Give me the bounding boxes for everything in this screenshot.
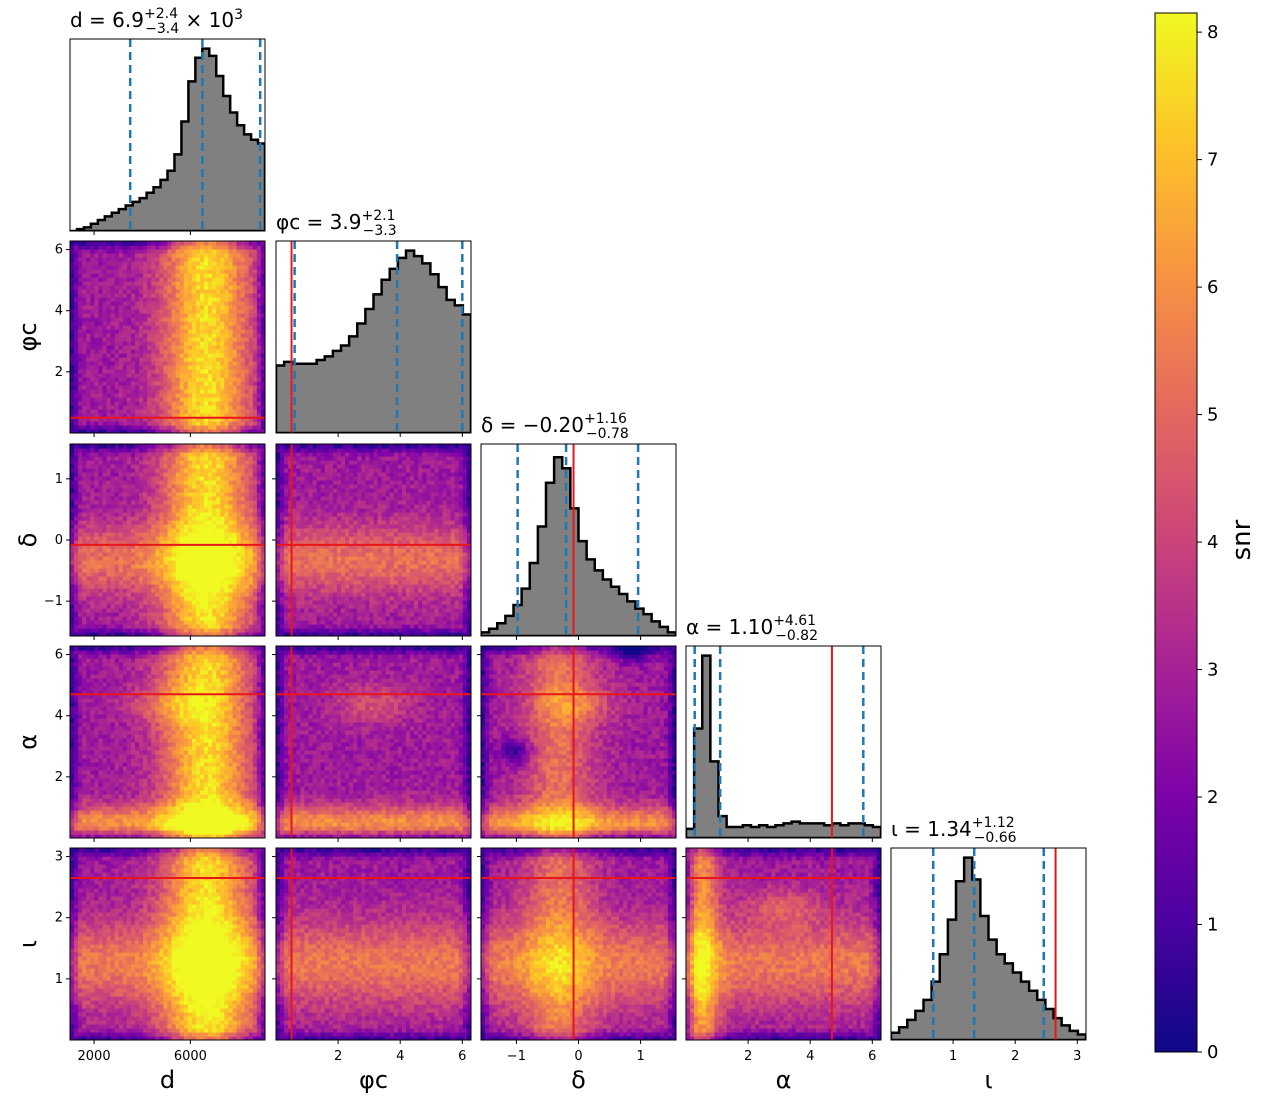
colorbar-tick-label: 1 bbox=[1207, 915, 1218, 936]
colorbar-tick-label: 4 bbox=[1207, 532, 1218, 553]
colorbar-tick-label: 8 bbox=[1207, 22, 1218, 43]
axes-frame bbox=[685, 847, 882, 1041]
scatter-phi-vs-iota bbox=[276, 848, 471, 1040]
panel-phi-vs-iota: 2 4 6 bbox=[272, 847, 472, 1064]
axes-frame bbox=[275, 645, 472, 839]
panel-phi-vs-alpha bbox=[272, 645, 472, 842]
scatter-d-vs-iota bbox=[70, 848, 265, 1040]
panel-alpha: α = 1.10+4.61 −0.82 bbox=[685, 613, 882, 842]
axes-frame bbox=[69, 847, 266, 1041]
ytick-label-delta: 0 bbox=[55, 533, 63, 548]
panel-d: d = 6.9+2.4 −3.4 × 103 bbox=[69, 6, 266, 235]
colorbar-tick-label: 0 bbox=[1207, 1042, 1218, 1063]
title-alpha: α = 1.10+4.61 −0.82 bbox=[686, 613, 818, 644]
colorbar-tick-label: 7 bbox=[1207, 150, 1218, 171]
xlabel-delta: δ bbox=[571, 1066, 586, 1094]
panel-delta-vs-alpha bbox=[477, 645, 677, 842]
title-phi: φc = 3.9+2.1 −3.3 bbox=[276, 208, 397, 239]
ytick-label-iota: 1 bbox=[55, 972, 63, 987]
ylabel-delta: δ bbox=[14, 533, 42, 548]
ytick-label-phi: 6 bbox=[55, 243, 63, 258]
axes-frame bbox=[69, 240, 266, 434]
ytick-label-delta: −1 bbox=[44, 594, 63, 609]
xtick-label-phi: 2 bbox=[334, 1049, 342, 1064]
ytick-label-iota: 2 bbox=[55, 911, 63, 926]
panel-delta: δ = −0.20+1.16 −0.78 bbox=[480, 411, 677, 640]
axes-frame bbox=[275, 847, 472, 1041]
histogram-iota bbox=[891, 856, 1086, 1040]
ylabel-alpha: α bbox=[14, 734, 42, 750]
colorbar-gradient bbox=[1154, 12, 1198, 1053]
xtick-label-alpha: 6 bbox=[868, 1049, 876, 1064]
xtick-label-alpha: 2 bbox=[744, 1049, 752, 1064]
panel-alpha-vs-iota: 2 4 6 bbox=[682, 847, 882, 1064]
scatter-phi-vs-alpha bbox=[276, 646, 471, 838]
panel-d-vs-delta: −1 0 1 bbox=[44, 443, 266, 640]
xtick-label-delta: 1 bbox=[636, 1049, 644, 1064]
xtick-label-phi: 4 bbox=[396, 1049, 404, 1064]
scatter-phi-vs-delta bbox=[276, 444, 471, 636]
colorbar-tick-label: 3 bbox=[1207, 660, 1218, 681]
ytick-label-alpha: 4 bbox=[55, 709, 63, 724]
title-delta: δ = −0.20+1.16 −0.78 bbox=[481, 411, 629, 442]
xtick-label-d: 2000 bbox=[78, 1049, 111, 1064]
axes-frame bbox=[890, 847, 1087, 1041]
title-d: d = 6.9+2.4 −3.4 × 103 bbox=[70, 6, 243, 37]
scatter-delta-vs-alpha bbox=[481, 646, 676, 838]
colorbar-tick-label: 6 bbox=[1207, 277, 1218, 298]
ytick-label-phi: 2 bbox=[55, 365, 63, 380]
histogram-alpha bbox=[686, 654, 881, 838]
panel-iota: ι = 1.34+1.12 −0.66 1 2 3 bbox=[890, 815, 1087, 1064]
panel-phi-vs-delta bbox=[272, 443, 472, 640]
panel-d-vs-phi: 2 4 6 bbox=[55, 240, 266, 437]
ylabel-phi: φc bbox=[14, 322, 42, 351]
axes-frame bbox=[275, 240, 472, 434]
xtick-label-iota: 3 bbox=[1073, 1049, 1081, 1064]
histogram-d bbox=[70, 47, 265, 231]
xtick-label-d: 6000 bbox=[174, 1049, 207, 1064]
axes-frame bbox=[685, 645, 882, 839]
xlabel-iota: ι bbox=[984, 1066, 992, 1094]
axes-frame bbox=[69, 645, 266, 839]
scatter-d-vs-delta bbox=[70, 444, 265, 636]
ytick-label-delta: 1 bbox=[55, 472, 63, 487]
xtick-label-delta: −1 bbox=[507, 1049, 526, 1064]
histogram-delta bbox=[481, 455, 676, 636]
xtick-label-iota: 2 bbox=[1011, 1049, 1019, 1064]
xtick-label-iota: 1 bbox=[949, 1049, 957, 1064]
xlabel-d: d bbox=[160, 1066, 175, 1094]
ylabel-iota: ι bbox=[14, 940, 42, 948]
xtick-label-phi: 6 bbox=[458, 1049, 466, 1064]
ytick-label-iota: 3 bbox=[55, 850, 63, 865]
title-iota: ι = 1.34+1.12 −0.66 bbox=[891, 815, 1017, 846]
colorbar-tick-label: 2 bbox=[1207, 787, 1218, 808]
xlabel-phi: φc bbox=[359, 1066, 388, 1094]
scatter-d-vs-alpha bbox=[70, 646, 265, 838]
colorbar-tick-label: 5 bbox=[1207, 405, 1218, 426]
panel-d-vs-alpha: 2 4 6 bbox=[55, 645, 266, 842]
scatter-delta-vs-iota bbox=[481, 848, 676, 1040]
ytick-label-alpha: 6 bbox=[55, 648, 63, 663]
histogram-phi bbox=[276, 249, 471, 433]
ytick-label-phi: 4 bbox=[55, 304, 63, 319]
xtick-label-alpha: 4 bbox=[806, 1049, 814, 1064]
axes-frame bbox=[69, 38, 266, 232]
panel-delta-vs-iota: −1 0 1 bbox=[477, 847, 677, 1064]
xtick-label-delta: 0 bbox=[574, 1049, 582, 1064]
ytick-label-alpha: 2 bbox=[55, 770, 63, 785]
panel-d-vs-iota: 2000 6000 1 2 3 bbox=[55, 847, 266, 1064]
scatter-d-vs-phi bbox=[70, 241, 265, 433]
panel-phi: φc = 3.9+2.1 −3.3 bbox=[275, 208, 472, 437]
colorbar-label: snr bbox=[1227, 519, 1257, 560]
colorbar: 0 1 2 3 4 5 6 7 8 snr bbox=[1154, 12, 1257, 1063]
scatter-alpha-vs-iota bbox=[686, 848, 881, 1040]
xlabel-alpha: α bbox=[776, 1066, 792, 1094]
